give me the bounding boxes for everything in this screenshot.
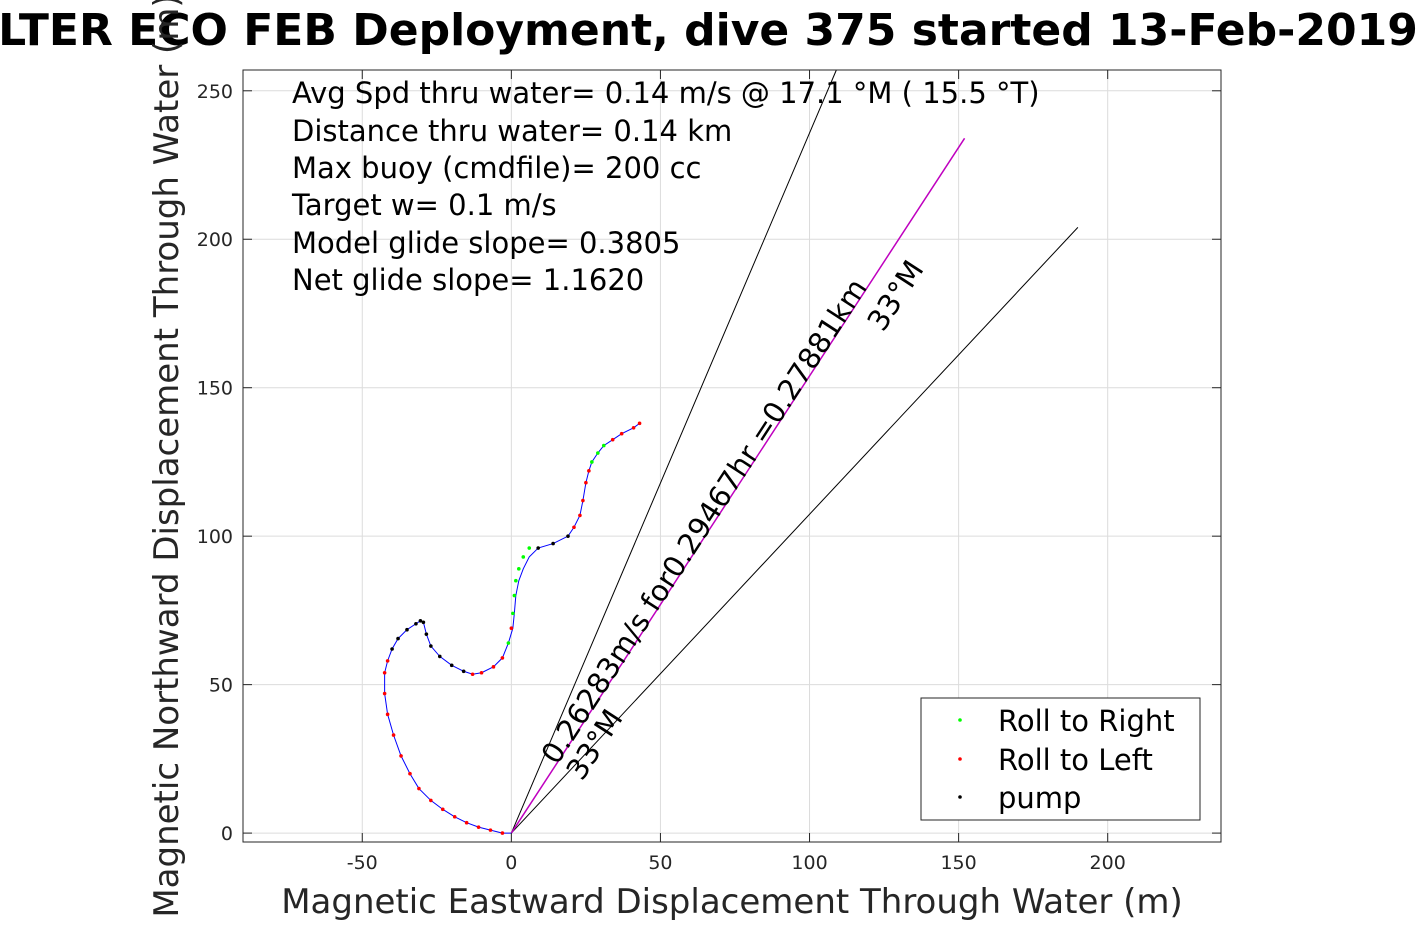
point-roll-left: [385, 712, 390, 717]
y-tick-label: 50: [209, 675, 233, 697]
y-tick-label: 150: [197, 378, 233, 400]
point-roll-left: [587, 469, 591, 473]
point-roll-left: [488, 828, 493, 832]
legend-marker-roll-right: [958, 718, 962, 722]
stats-line: Distance thru water= 0.14 km: [292, 114, 732, 148]
cone-line: [510, 69, 837, 834]
y-tick-label: 100: [197, 526, 233, 548]
point-pump: [551, 541, 555, 546]
x-axis-label: Magnetic Eastward Displacement Through W…: [281, 882, 1183, 922]
point-roll-right: [506, 641, 511, 645]
point-pump: [418, 618, 423, 623]
stats-line: Target w= 0.1 m/s: [291, 188, 557, 222]
point-roll-right: [521, 555, 526, 559]
point-pump: [396, 636, 400, 641]
legend-marker-pump: [958, 795, 962, 799]
stats-line: Max buoy (cmdfile)= 200 cc: [292, 151, 701, 185]
point-pump: [414, 621, 418, 626]
point-roll-right: [601, 443, 606, 448]
point-roll-right: [514, 578, 518, 583]
point-pump: [566, 534, 570, 538]
point-roll-left: [500, 656, 505, 660]
point-roll-left: [429, 798, 433, 803]
point-roll-left: [509, 626, 514, 631]
stats-line: Avg Spd thru water= 0.14 m/s @ 17.1 °M (…: [292, 76, 1040, 110]
legend-box: [920, 697, 1201, 821]
point-pump: [461, 669, 466, 674]
point-roll-left: [476, 825, 481, 829]
cone-lines: [510, 69, 1079, 834]
point-roll-left: [399, 754, 403, 758]
point-roll-left: [637, 421, 642, 426]
legend-marker-roll-left: [958, 757, 962, 761]
point-pump: [536, 546, 540, 550]
point-pump: [429, 644, 433, 648]
point-roll-right: [511, 611, 515, 616]
legend-label-roll-left: Roll to Left: [998, 743, 1153, 777]
point-roll-left: [382, 670, 387, 675]
x-tick-label: 50: [648, 852, 672, 874]
point-roll-left: [382, 691, 387, 696]
legend: Roll to Right Roll to Left pump: [920, 697, 1201, 821]
point-roll-left: [631, 425, 636, 430]
point-roll-left: [479, 670, 484, 675]
point-roll-left: [581, 498, 585, 503]
x-tick-label: 100: [791, 852, 827, 874]
legend-label-roll-right: Roll to Right: [998, 704, 1175, 738]
point-roll-left: [408, 771, 412, 776]
point-roll-left: [584, 480, 588, 485]
point-roll-right: [512, 593, 517, 598]
point-roll-left: [610, 437, 615, 442]
point-roll-left: [417, 786, 421, 791]
stats-text: Avg Spd thru water= 0.14 m/s @ 17.1 °M (…: [291, 76, 1040, 297]
point-roll-left: [464, 820, 469, 825]
point-roll-right: [590, 460, 594, 464]
stats-line: Model glide slope= 0.3805: [292, 226, 680, 260]
y-tick-label: 0: [221, 823, 233, 845]
point-roll-left: [391, 733, 396, 737]
point-roll-right: [517, 567, 521, 571]
point-roll-left: [572, 525, 576, 530]
current-vector-line: [510, 137, 966, 834]
point-roll-right: [527, 546, 532, 550]
point-roll-left: [500, 831, 505, 835]
point-roll-left: [491, 665, 496, 669]
legend-label-pump: pump: [998, 781, 1081, 815]
x-tick-label: 150: [940, 852, 976, 874]
x-tick-label: 200: [1090, 852, 1126, 874]
point-pump: [405, 627, 409, 632]
point-roll-left: [619, 431, 624, 436]
plot-frame: [242, 69, 1222, 843]
cone-line: [510, 227, 1079, 834]
current-vector: [510, 137, 966, 834]
stats-line: Net glide slope= 1.1620: [292, 263, 644, 297]
point-roll-left: [452, 814, 457, 819]
track-points: [382, 421, 642, 835]
axis-ticks: -50 0 50 100 150 200 0 50 100 150 200 250: [197, 70, 1221, 874]
point-roll-right: [596, 451, 600, 455]
chart-title: LTER ECO FEB Deployment, dive 375 starte…: [0, 5, 1417, 56]
point-pump: [421, 620, 426, 625]
point-roll-left: [470, 672, 475, 677]
point-pump: [390, 647, 394, 651]
point-roll-left: [385, 659, 390, 663]
x-tick-label: -50: [347, 852, 378, 874]
point-roll-left: [440, 807, 445, 812]
point-roll-left: [578, 513, 582, 518]
y-tick-label: 250: [197, 81, 233, 103]
x-tick-label: 0: [505, 852, 517, 874]
point-pump: [449, 663, 454, 668]
y-axis-label: Magnetic Northward Displacement Through …: [147, 0, 187, 918]
current-label: 0.26283m/s for0.29467hr =0.27881km: [534, 273, 873, 770]
grid: [243, 70, 1221, 842]
point-pump: [424, 632, 429, 636]
point-pump: [437, 654, 442, 659]
y-tick-label: 200: [197, 229, 233, 251]
